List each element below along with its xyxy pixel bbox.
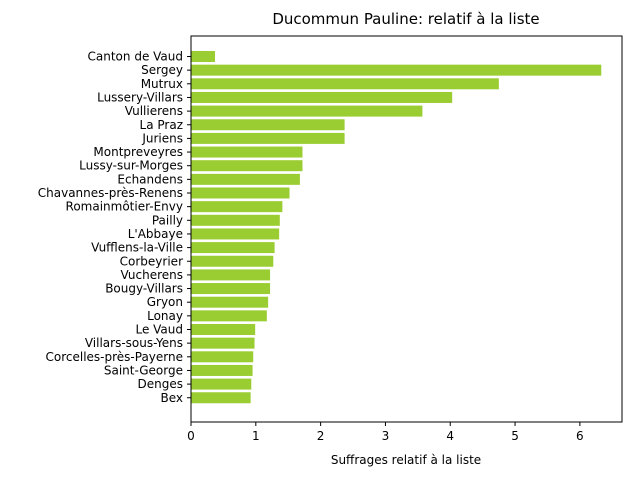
category-label: Villars-sous-Yens [85,336,183,350]
bar [191,78,499,90]
x-axis-ticks: 0 1 2 3 4 5 6 [187,422,584,443]
category-label: Bex [160,391,183,405]
bar [191,255,274,267]
category-label: Bougy-Villars [105,282,183,296]
category-label: Juriens [141,131,183,145]
category-label: L'Abbaye [128,227,183,241]
category-label: Vufflens-la-Ville [91,241,183,255]
x-tick-label: 1 [252,429,260,443]
category-label: Mutrux [141,77,183,91]
bar [191,378,252,390]
plot-frame [190,35,623,423]
bar [191,364,253,376]
x-tick-label: 5 [511,429,519,443]
category-label: Corbeyrier [120,254,183,268]
bar [191,310,267,322]
category-label: Vullierens [125,104,183,118]
x-tick-label: 3 [382,429,390,443]
category-label: Saint-George [104,363,183,377]
category-label: Denges [138,377,183,391]
bar [191,51,215,62]
category-labels: Canton de VaudSergeyMutruxLussery-Villar… [38,50,191,405]
bar [191,337,255,349]
bar [191,187,290,199]
category-label: Canton de Vaud [88,50,183,64]
bar [191,91,453,103]
bar [191,119,345,131]
category-label: Romainmôtier-Envy [66,200,183,214]
category-label: Corcelles-près-Payerne [45,350,183,364]
category-label: Le Vaud [135,323,183,337]
category-label: Lonay [147,309,183,323]
category-label: Vucherens [121,268,184,282]
bar [191,214,280,226]
x-tick-label: 4 [446,429,454,443]
bar [191,324,256,335]
bar [191,132,345,144]
bar [191,146,303,158]
bars-group [191,51,602,404]
bar [191,283,271,295]
bar [191,173,300,185]
bar [191,269,271,281]
bar [191,228,280,240]
bar [191,105,423,117]
category-label: Gryon [147,295,183,309]
bar [191,160,303,172]
bar [191,242,275,254]
chart-title: Ducommun Pauline: relatif à la liste [272,10,539,28]
bar [191,296,269,308]
bar [191,351,254,363]
bar [191,392,251,404]
bar [191,201,283,213]
category-label: Pailly [152,213,183,227]
category-label: Lussery-Villars [97,90,183,104]
x-tick-label: 2 [317,429,325,443]
category-label: Montpreveyres [93,145,183,159]
x-axis-label: Suffrages relatif à la liste [331,453,481,467]
category-label: Sergey [141,63,183,77]
category-label: Lussy-sur-Morges [79,159,183,173]
category-label: Echandens [117,172,183,186]
x-tick-label: 6 [576,429,584,443]
category-label: Chavannes-près-Renens [38,186,183,200]
category-label: La Praz [140,118,183,132]
x-tick-label: 0 [187,429,195,443]
bar [191,64,602,76]
